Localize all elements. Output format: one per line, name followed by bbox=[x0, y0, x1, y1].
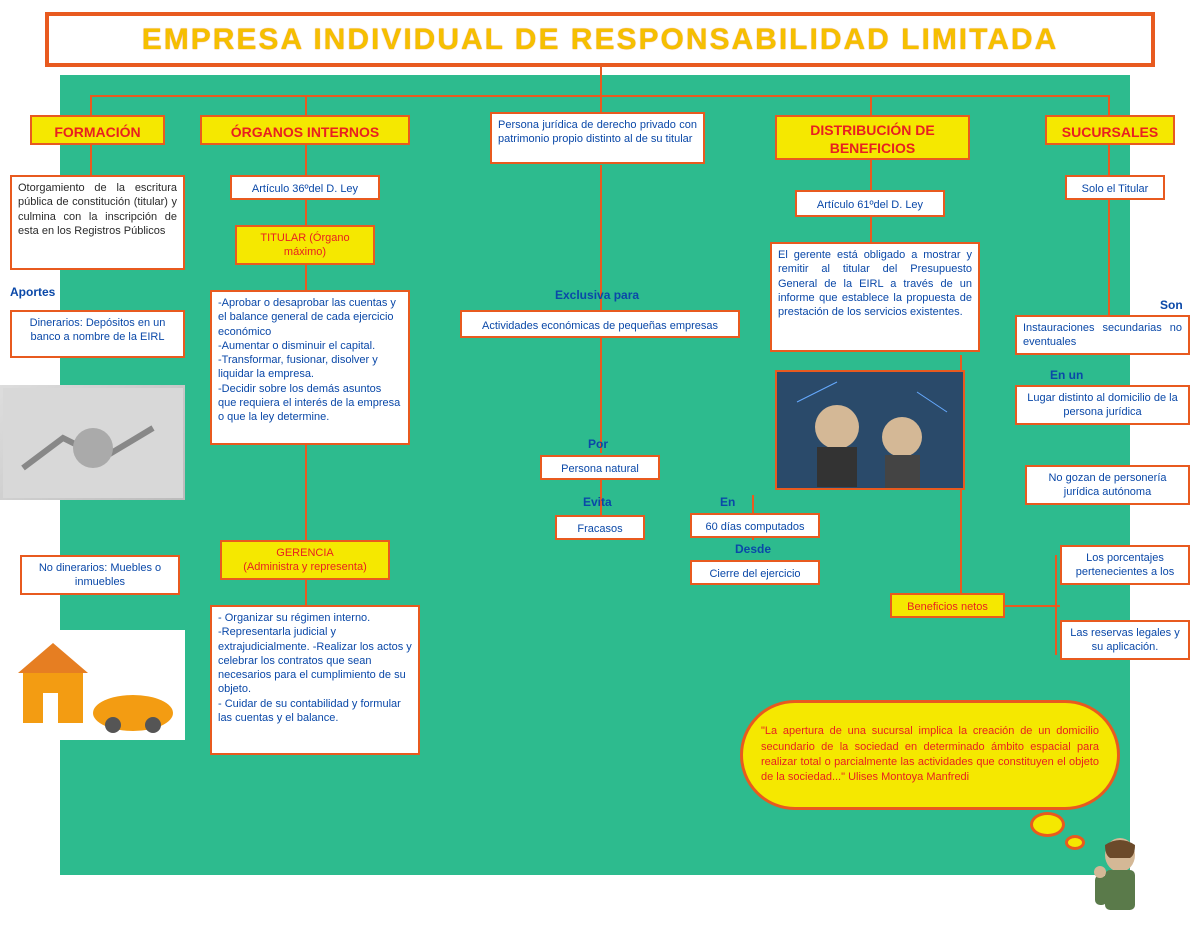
connector bbox=[305, 265, 307, 290]
text: Persona natural bbox=[561, 463, 639, 475]
text: Solo el Titular bbox=[1082, 183, 1149, 195]
box-cierre: Cierre del ejercicio bbox=[690, 560, 820, 585]
label-son: Son bbox=[1160, 298, 1183, 312]
text: 60 días computados bbox=[705, 521, 804, 533]
box-60dias: 60 días computados bbox=[690, 513, 820, 538]
box-gerencia-hdr: GERENCIA (Administra y representa) bbox=[220, 540, 390, 580]
box-porcentajes: Los porcentajes pertenecientes a los bbox=[1060, 545, 1190, 585]
box-lugar: Lugar distinto al domicilio de la person… bbox=[1015, 385, 1190, 425]
text: -Aprobar o desaprobar las cuentas y el b… bbox=[218, 297, 400, 423]
connector bbox=[600, 67, 602, 112]
main-title: EMPRESA INDIVIDUAL DE RESPONSABILIDAD LI… bbox=[142, 23, 1059, 57]
box-beneficios: Beneficios netos bbox=[890, 593, 1005, 618]
text: Los porcentajes pertenecientes a los bbox=[1076, 552, 1174, 578]
connector bbox=[305, 580, 307, 605]
connector bbox=[90, 145, 92, 175]
text: Cierre del ejercicio bbox=[709, 568, 800, 580]
box-gerencia-body: - Organizar su régimen interno. -Represe… bbox=[210, 605, 420, 755]
header-label: FORMACIÓN bbox=[54, 124, 140, 140]
box-escritura: Otorgamiento de la escritura pública de … bbox=[10, 175, 185, 270]
thinking-person-icon bbox=[1080, 830, 1160, 920]
thought-cloud: "La apertura de una sucursal implica la … bbox=[730, 700, 1150, 850]
label-por: Por bbox=[588, 437, 608, 451]
connector bbox=[305, 95, 307, 115]
text: Dinerarios: Depósitos en un banco a nomb… bbox=[30, 317, 166, 343]
text: GERENCIA (Administra y representa) bbox=[243, 547, 367, 573]
text: Fracasos bbox=[577, 523, 622, 535]
header-label: DISTRIBUCIÓN DE BENEFICIOS bbox=[810, 122, 934, 156]
box-fracasos: Fracasos bbox=[555, 515, 645, 540]
image-business bbox=[775, 370, 965, 490]
connector bbox=[870, 160, 872, 190]
box-definicion: Persona jurídica de derecho privado con … bbox=[490, 112, 705, 164]
box-actividades: Actividades económicas de pequeñas empre… bbox=[460, 310, 740, 338]
connector bbox=[870, 95, 872, 115]
connector bbox=[305, 200, 307, 225]
box-instauraciones: Instauraciones secundarias no eventuales bbox=[1015, 315, 1190, 355]
text: Artículo 61ºdel D. Ley bbox=[817, 199, 923, 211]
connector bbox=[870, 217, 872, 242]
connector bbox=[1108, 200, 1110, 315]
connector bbox=[305, 145, 307, 175]
text: - Organizar su régimen interno. -Represe… bbox=[218, 612, 412, 724]
text: Actividades económicas de pequeñas empre… bbox=[482, 320, 718, 332]
box-reservas: Las reservas legales y su aplicación. bbox=[1060, 620, 1190, 660]
box-no-gozan: No gozan de personería jurídica autónoma bbox=[1025, 465, 1190, 505]
text: Las reservas legales y su aplicación. bbox=[1070, 627, 1179, 653]
header-organos: ÓRGANOS INTERNOS bbox=[200, 115, 410, 145]
label-aportes: Aportes bbox=[10, 285, 55, 299]
label-en: En bbox=[720, 495, 735, 509]
label-exclusiva: Exclusiva para bbox=[555, 288, 639, 302]
image-bank bbox=[0, 385, 185, 500]
text: TITULAR (Órgano máximo) bbox=[260, 232, 349, 258]
text: No dinerarios: Muebles o inmuebles bbox=[39, 562, 161, 588]
connector bbox=[305, 445, 307, 540]
text: Persona jurídica de derecho privado con … bbox=[498, 119, 697, 145]
text: No gozan de personería jurídica autónoma bbox=[1048, 472, 1166, 498]
header-formacion: FORMACIÓN bbox=[30, 115, 165, 145]
text: Artículo 36ºdel D. Ley bbox=[252, 183, 358, 195]
text: Instauraciones secundarias no eventuales bbox=[1023, 322, 1182, 348]
label-en-un: En un bbox=[1050, 368, 1083, 382]
text: Lugar distinto al domicilio de la person… bbox=[1027, 392, 1177, 418]
connector bbox=[600, 338, 602, 453]
box-gerente: El gerente está obligado a mostrar y rem… bbox=[770, 242, 980, 352]
connector bbox=[90, 95, 92, 115]
label-desde: Desde bbox=[735, 542, 771, 556]
text: Otorgamiento de la escritura pública de … bbox=[18, 182, 177, 237]
header-label: ÓRGANOS INTERNOS bbox=[231, 124, 380, 140]
box-titular-body: -Aprobar o desaprobar las cuentas y el b… bbox=[210, 290, 410, 445]
text: Beneficios netos bbox=[907, 601, 988, 613]
cloud-bubble bbox=[1030, 812, 1065, 837]
box-solo-titular: Solo el Titular bbox=[1065, 175, 1165, 200]
box-articulo-61: Artículo 61ºdel D. Ley bbox=[795, 190, 945, 217]
box-persona: Persona natural bbox=[540, 455, 660, 480]
box-titular-hdr: TITULAR (Órgano máximo) bbox=[235, 225, 375, 265]
connector bbox=[1055, 555, 1057, 655]
label-evita: Evita bbox=[583, 495, 612, 509]
quote-text: "La apertura de una sucursal implica la … bbox=[761, 724, 1099, 786]
connector bbox=[90, 95, 1110, 97]
connector bbox=[1108, 95, 1110, 115]
title-box: EMPRESA INDIVIDUAL DE RESPONSABILIDAD LI… bbox=[45, 12, 1155, 67]
image-house-car bbox=[10, 630, 185, 740]
box-no-dinerarios: No dinerarios: Muebles o inmuebles bbox=[20, 555, 180, 595]
box-dinerarios: Dinerarios: Depósitos en un banco a nomb… bbox=[10, 310, 185, 358]
header-distribucion: DISTRIBUCIÓN DE BENEFICIOS bbox=[775, 115, 970, 160]
box-articulo-36: Artículo 36ºdel D. Ley bbox=[230, 175, 380, 200]
connector bbox=[1108, 145, 1110, 175]
cloud-body: "La apertura de una sucursal implica la … bbox=[740, 700, 1120, 810]
header-sucursales: SUCURSALES bbox=[1045, 115, 1175, 145]
header-label: SUCURSALES bbox=[1062, 124, 1158, 140]
text: El gerente está obligado a mostrar y rem… bbox=[778, 249, 972, 318]
